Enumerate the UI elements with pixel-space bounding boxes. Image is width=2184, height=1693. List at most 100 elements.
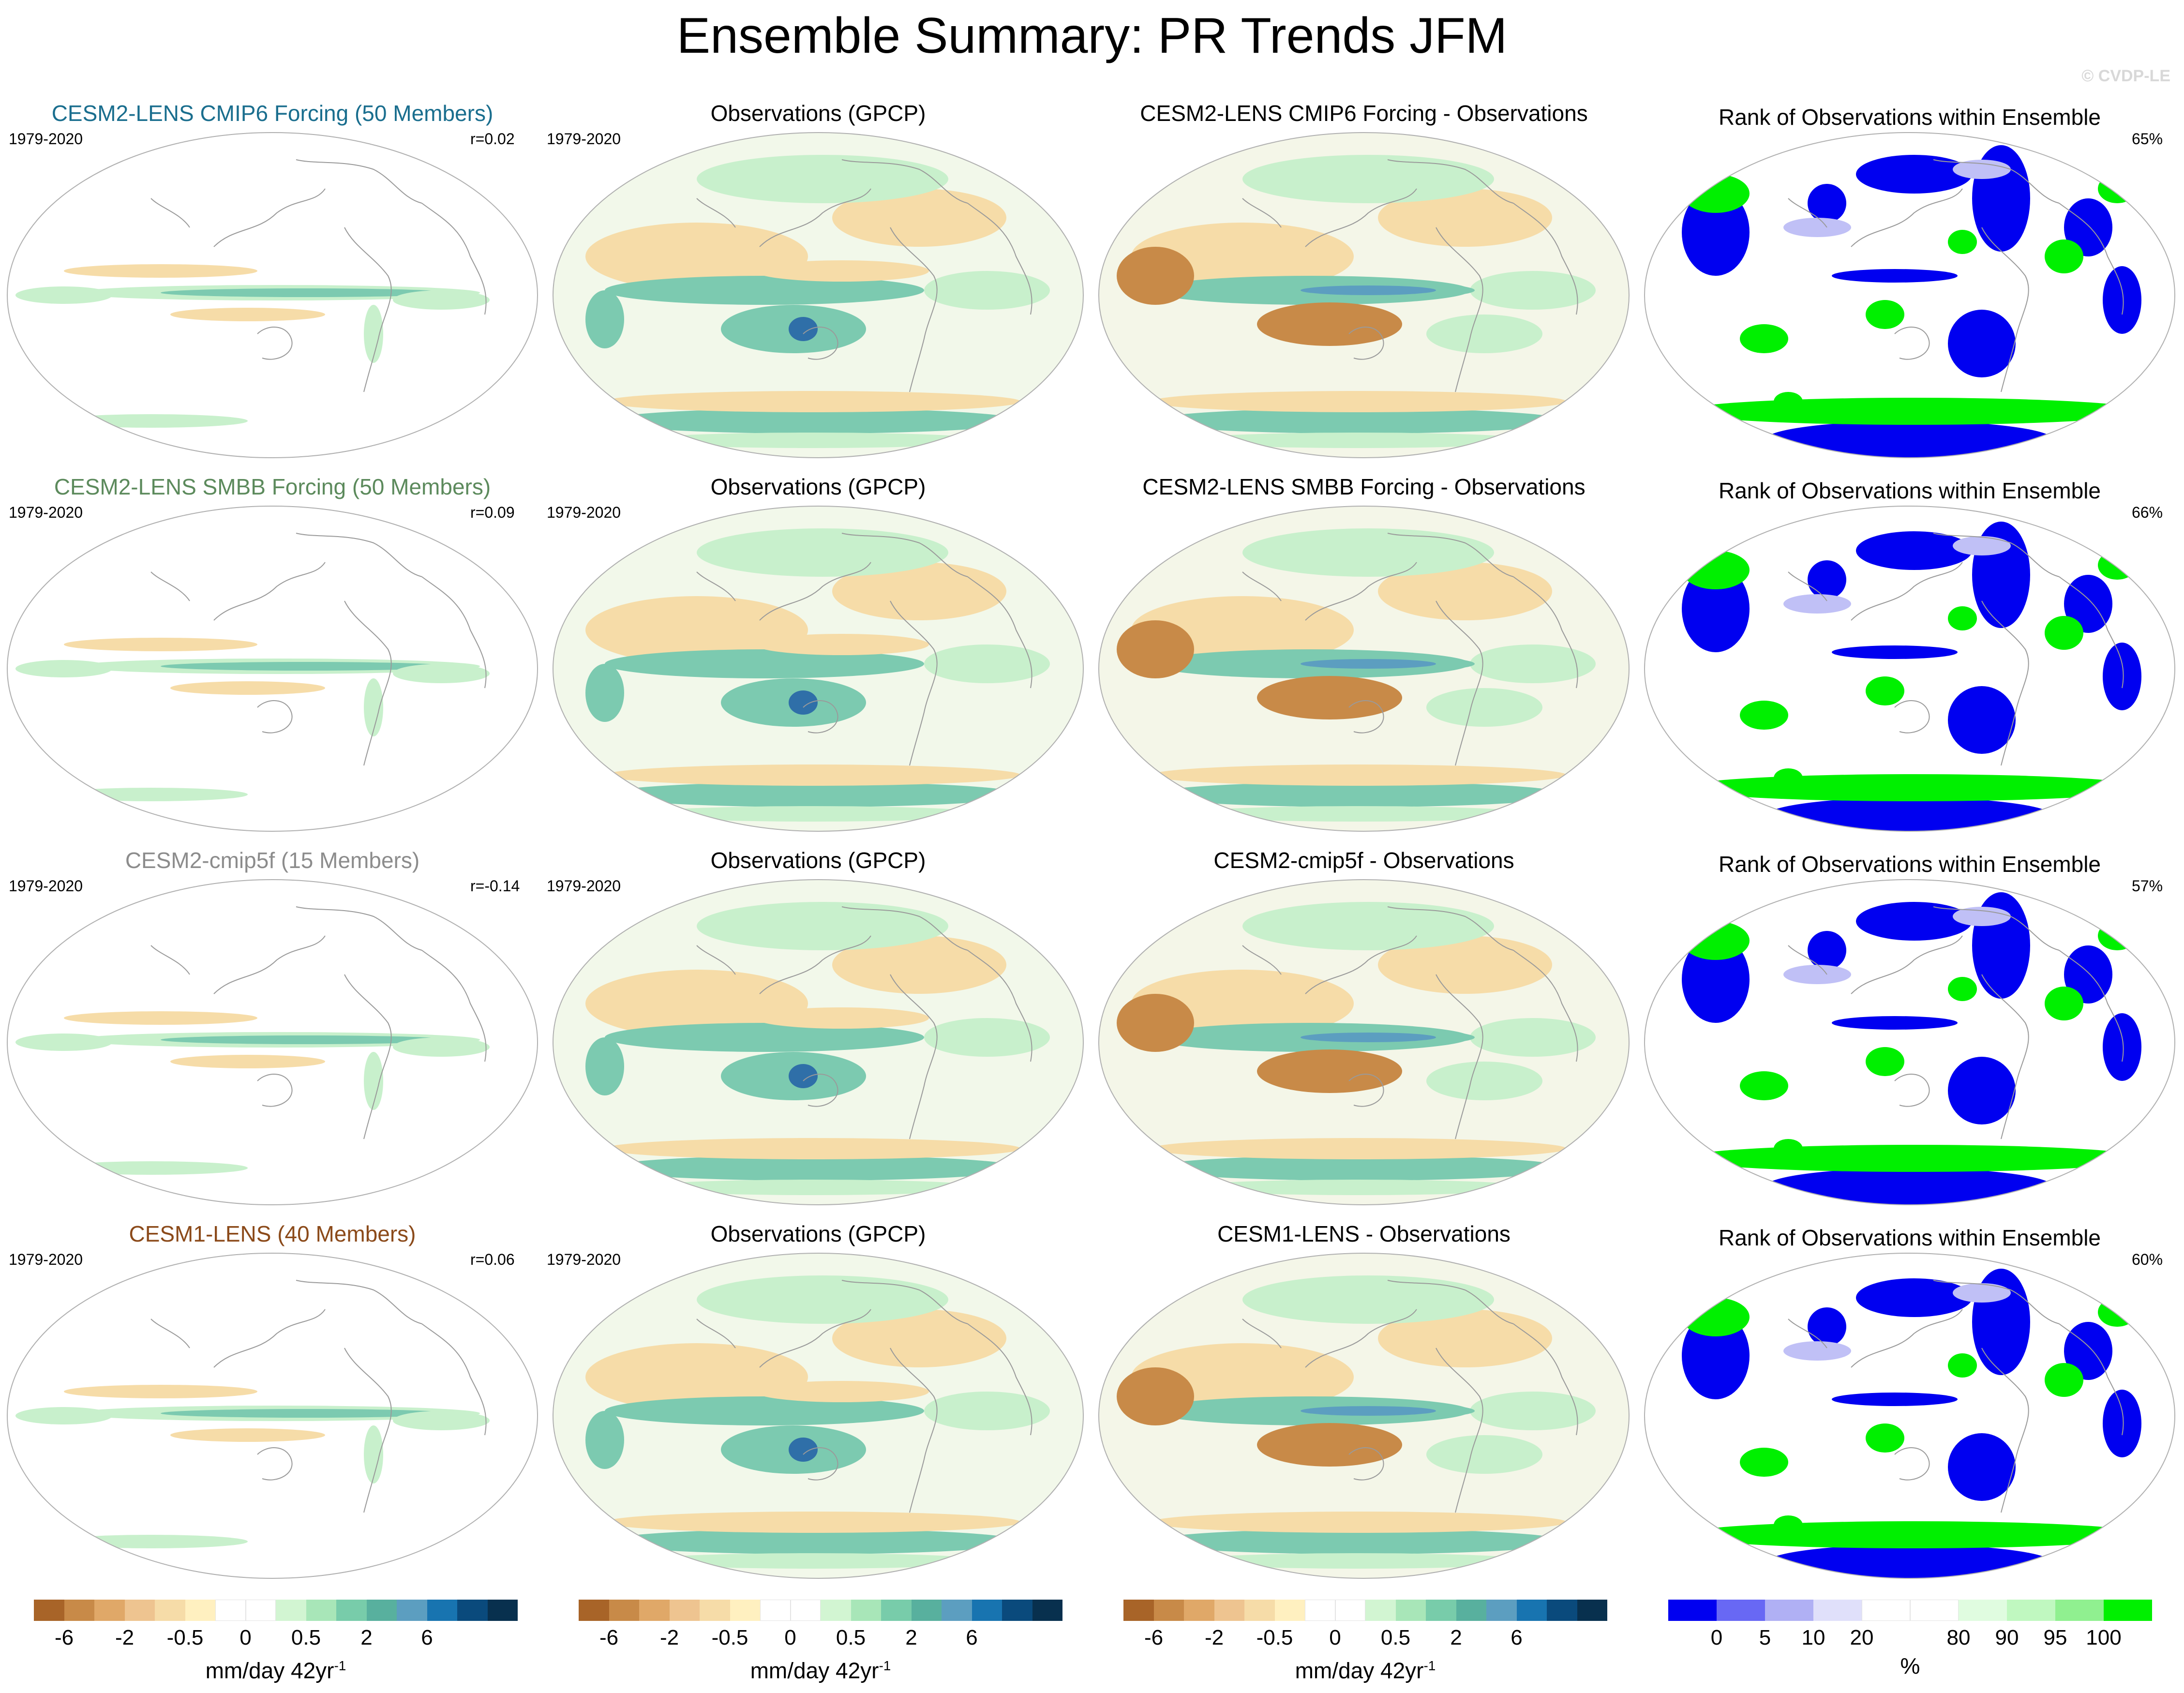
correlation-label: r=-0.14 xyxy=(470,877,520,895)
colorbar-tick-label: 90 xyxy=(1995,1626,2019,1649)
obs-panel-title: Observations (GPCP) xyxy=(710,1221,926,1246)
colorbar-tick-label: -2 xyxy=(1204,1626,1224,1649)
rank-map xyxy=(1644,506,2175,832)
colorbar-tick-label: 6 xyxy=(421,1626,433,1649)
colorbar-swatch xyxy=(336,1600,367,1621)
colorbar-tick-label: 0 xyxy=(1329,1626,1341,1649)
colorbar-swatch xyxy=(942,1600,972,1621)
colorbar-units-label: mm/day 42yr-1 xyxy=(750,1658,891,1683)
colorbar-tick-label: 10 xyxy=(1801,1626,1825,1649)
colorbar-swatch xyxy=(487,1600,518,1621)
model-panel-title: CESM2-LENS SMBB Forcing (50 Members) xyxy=(54,474,491,499)
obs-panel-title: Observations (GPCP) xyxy=(710,848,926,873)
trend-colorbar xyxy=(579,1600,1062,1621)
colorbar-tick-label: 2 xyxy=(360,1626,373,1649)
colorbar-tick-label: -2 xyxy=(659,1626,679,1649)
colorbar-swatch xyxy=(1910,1600,1959,1621)
colorbar-swatch xyxy=(1717,1600,1765,1621)
colorbar-swatch xyxy=(1486,1600,1517,1621)
rank-panel-title: Rank of Observations within Ensemble xyxy=(1718,852,2101,877)
rank-percent-label: 66% xyxy=(2132,504,2163,521)
trend-colorbar xyxy=(1123,1600,1607,1621)
diff-panel-title: CESM2-LENS SMBB Forcing - Observations xyxy=(1142,474,1586,499)
colorbar-swatch xyxy=(1395,1600,1426,1621)
colorbar-swatch xyxy=(609,1600,639,1621)
colorbar-swatch xyxy=(1365,1600,1396,1621)
credit-label: © CVDP-LE xyxy=(2081,67,2170,85)
figure-title: Ensemble Summary: PR Trends JFM xyxy=(676,8,1508,64)
colorbar-tick-label: 0.5 xyxy=(291,1626,321,1649)
colorbar-swatch xyxy=(1184,1600,1214,1621)
colorbar-tick-label: -0.5 xyxy=(1256,1626,1293,1649)
colorbar-swatch xyxy=(1456,1600,1486,1621)
model-map xyxy=(7,506,538,832)
model-panel-title: CESM2-cmip5f (15 Members) xyxy=(125,848,420,873)
colorbar-tick-label: 2 xyxy=(905,1626,917,1649)
rank-percent-label: 57% xyxy=(2132,877,2163,895)
rank-percent-label: 65% xyxy=(2132,130,2163,148)
colorbar-swatch xyxy=(34,1600,64,1621)
colorbar-swatch xyxy=(427,1600,457,1621)
obs-panel-title: Observations (GPCP) xyxy=(710,474,926,499)
colorbar-swatch xyxy=(972,1600,1002,1621)
colorbar-swatch xyxy=(1862,1600,1910,1621)
colorbar-swatch xyxy=(1516,1600,1547,1621)
rank-panel-title: Rank of Observations within Ensemble xyxy=(1718,478,2101,503)
colorbar-tick-label: 2 xyxy=(1450,1626,1462,1649)
colorbar-tick-label: 95 xyxy=(2043,1626,2067,1649)
colorbar-tick-label: -6 xyxy=(1144,1626,1164,1649)
diff-map xyxy=(1098,1253,1630,1579)
colorbar-swatch xyxy=(881,1600,912,1621)
diff-map xyxy=(1098,879,1630,1205)
model-panel-title: CESM1-LENS (40 Members) xyxy=(129,1221,416,1246)
colorbar-swatch xyxy=(457,1600,488,1621)
colorbar-tick-label: 0 xyxy=(784,1626,796,1649)
period-label: 1979-2020 xyxy=(9,504,83,521)
model-map xyxy=(7,879,538,1205)
rank-map xyxy=(1644,1253,2175,1579)
colorbar-swatch xyxy=(669,1600,700,1621)
obs-map xyxy=(553,132,1084,458)
colorbar-swatch xyxy=(730,1600,760,1621)
colorbar-swatch xyxy=(397,1600,427,1621)
colorbar-swatch xyxy=(1547,1600,1577,1621)
diff-panel-title: CESM1-LENS - Observations xyxy=(1217,1221,1511,1246)
colorbar-swatch xyxy=(851,1600,881,1621)
model-panel-title: CESM2-LENS CMIP6 Forcing (50 Members) xyxy=(51,101,494,126)
model-map xyxy=(7,1253,538,1579)
period-label: 1979-2020 xyxy=(9,877,83,895)
colorbar-tick-label: 0.5 xyxy=(1380,1626,1411,1649)
obs-map xyxy=(553,506,1084,832)
colorbar-tick-label: 0.5 xyxy=(836,1626,866,1649)
colorbar-swatch xyxy=(94,1600,125,1621)
colorbar-swatch xyxy=(1335,1600,1365,1621)
colorbar-swatch xyxy=(1153,1600,1184,1621)
colorbar-swatch xyxy=(1577,1600,1607,1621)
colorbar-swatch xyxy=(579,1600,609,1621)
colorbar-swatch xyxy=(1426,1600,1456,1621)
colorbar-tick-label: -0.5 xyxy=(711,1626,748,1649)
diff-map xyxy=(1098,506,1630,832)
colorbar-tick-label: -0.5 xyxy=(166,1626,204,1649)
colorbar-swatch xyxy=(1813,1600,1862,1621)
colorbar-swatch xyxy=(155,1600,185,1621)
colorbar-swatch xyxy=(1305,1600,1335,1621)
colorbar-swatch xyxy=(760,1600,791,1621)
colorbar-swatch xyxy=(306,1600,336,1621)
period-label: 1979-2020 xyxy=(547,877,621,895)
period-label: 1979-2020 xyxy=(9,130,83,148)
trend-colorbar xyxy=(34,1600,518,1621)
obs-map xyxy=(553,1253,1084,1579)
rank-panel-title: Rank of Observations within Ensemble xyxy=(1718,105,2101,130)
colorbar-swatch xyxy=(821,1600,851,1621)
colorbar-swatch xyxy=(276,1600,306,1621)
correlation-label: r=0.02 xyxy=(470,130,515,148)
rank-percent-label: 60% xyxy=(2132,1251,2163,1268)
period-label: 1979-2020 xyxy=(9,1251,83,1268)
colorbar-swatch xyxy=(700,1600,730,1621)
rank-panel-title: Rank of Observations within Ensemble xyxy=(1718,1225,2101,1250)
colorbar-units-label: mm/day 42yr-1 xyxy=(205,1658,346,1683)
colorbar-swatch xyxy=(911,1600,942,1621)
colorbar-tick-label: 6 xyxy=(966,1626,978,1649)
period-label: 1979-2020 xyxy=(547,504,621,521)
